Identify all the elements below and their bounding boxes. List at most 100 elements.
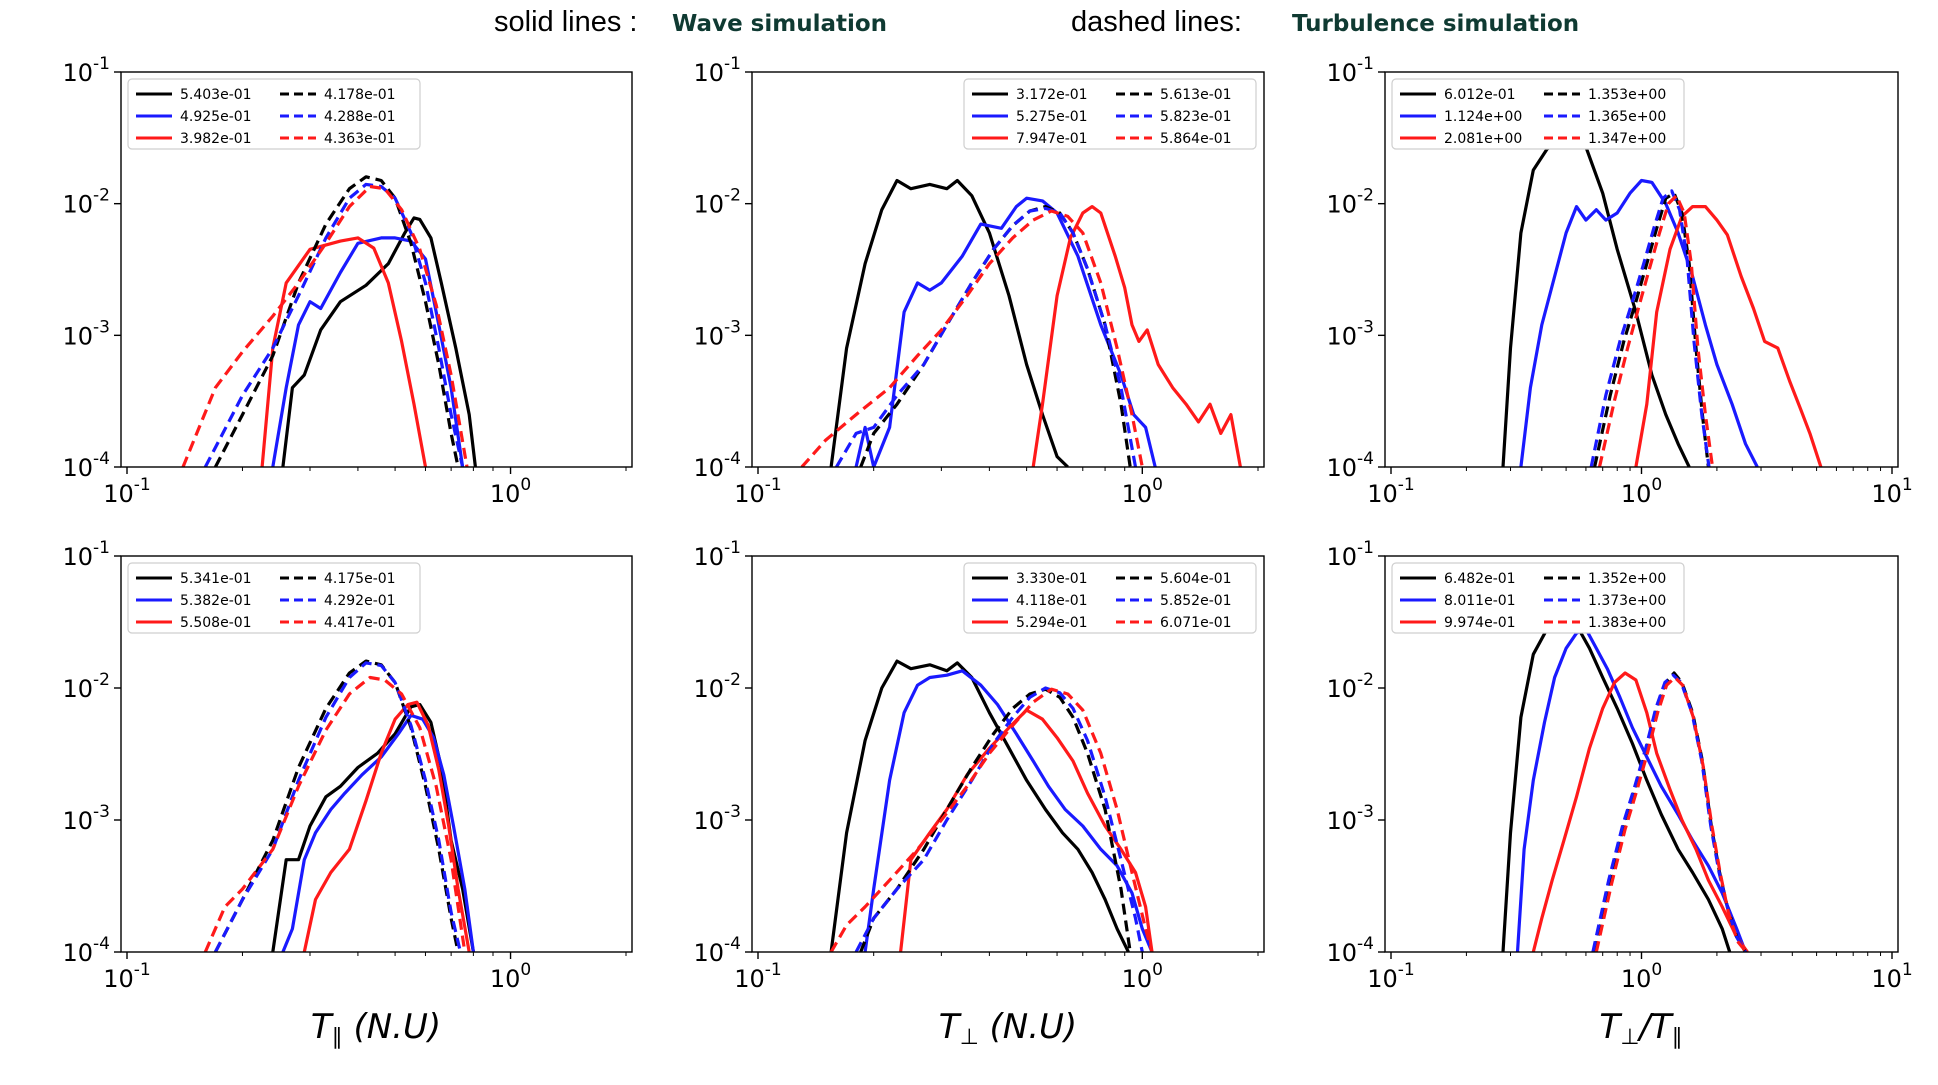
legend-box <box>963 562 1257 634</box>
black-dashed-series-line <box>213 659 460 952</box>
y-tick-label: 10-3 <box>1327 802 1375 835</box>
legend-entry: 5.613e-01 <box>1160 87 1232 103</box>
black-solid-series-line <box>1501 619 1732 952</box>
legend-entry: 3.982e-01 <box>180 131 252 147</box>
y-tick-label: 10-4 <box>63 449 111 482</box>
x-tick-label: 100 <box>490 475 531 508</box>
red-solid-series-line <box>1531 671 1749 952</box>
legend-entry: 4.292e-01 <box>324 593 396 609</box>
plot-frame <box>751 71 1265 468</box>
x-tick-label: 10-1 <box>734 475 782 508</box>
y-tick-label: 10-2 <box>63 186 111 219</box>
y-tick-label: 10-1 <box>63 538 111 571</box>
legend-entry: 1.373e+00 <box>1588 593 1666 609</box>
y-tick-label: 10-2 <box>694 670 742 703</box>
x-tick-label: 10-1 <box>1367 475 1415 508</box>
legend-entry: 7.947e-01 <box>1016 131 1088 147</box>
red-dashed-series-line <box>181 184 469 467</box>
legend-entry: 5.382e-01 <box>180 593 252 609</box>
red-solid-series-line <box>302 700 471 952</box>
series-group <box>203 659 475 952</box>
black-solid-series-line <box>281 216 477 467</box>
blue-solid-series-line <box>1519 178 1759 467</box>
legend-box <box>1391 562 1685 634</box>
legend-entry: 4.175e-01 <box>324 571 396 587</box>
legend-entry: 1.124e+00 <box>1444 109 1522 125</box>
black-solid-series-line <box>829 659 1130 952</box>
legend-entry: 5.403e-01 <box>180 87 252 103</box>
red-solid-series-line <box>1634 205 1823 467</box>
legend-entry: 4.417e-01 <box>324 615 396 631</box>
legend: 6.012e-01 1.353e+00 1.124e+00 1.365e+00 2.08… <box>1391 78 1685 150</box>
y-tick-label: 10-1 <box>694 538 742 571</box>
legend-entry: 5.275e-01 <box>1016 109 1088 125</box>
legend: 6.482e-01 1.352e+00 8.011e-01 1.373e+00 9.97… <box>1391 562 1685 634</box>
blue-dashed-series-line <box>835 206 1138 467</box>
legend-entry: 5.341e-01 <box>180 571 252 587</box>
legend-entry: 2.081e+00 <box>1444 131 1522 147</box>
legend-entry: 5.823e-01 <box>1160 109 1232 125</box>
legend-entry: 6.071e-01 <box>1160 615 1232 631</box>
y-tick-label: 10-1 <box>1327 54 1375 87</box>
y-tick-label: 10-2 <box>63 670 111 703</box>
legend-entry: 1.365e+00 <box>1588 109 1666 125</box>
red-dashed-series-line <box>800 209 1144 467</box>
blue-solid-series-line <box>271 236 465 467</box>
y-tick-label: 10-3 <box>1327 317 1375 350</box>
y-tick-label: 10-3 <box>63 317 111 350</box>
plot-frame <box>120 555 633 953</box>
legend-entry: 4.178e-01 <box>324 87 396 103</box>
legend: 3.172e-01 5.613e-01 5.275e-01 5.823e-01 7.94… <box>963 78 1257 150</box>
blue-dashed-series-line <box>203 182 465 467</box>
blue-solid-series-line <box>281 713 475 952</box>
legend-box <box>127 562 421 634</box>
legend-entry: 6.012e-01 <box>1444 87 1516 103</box>
legend-entry: 3.172e-01 <box>1016 87 1088 103</box>
legend-entry: 4.363e-01 <box>324 131 396 147</box>
x-tick-label: 10-1 <box>103 960 151 993</box>
legend-entry: 4.118e-01 <box>1016 593 1088 609</box>
x-tick-label: 100 <box>1122 960 1163 993</box>
legend: 5.341e-01 4.175e-01 5.382e-01 4.292e-01 5.50… <box>127 562 421 634</box>
y-tick-label: 10-4 <box>1327 449 1375 482</box>
x-tick-label: 10-1 <box>103 475 151 508</box>
x-tick-label: 10-1 <box>1367 960 1415 993</box>
black-solid-series-line <box>1501 132 1691 467</box>
x-tick-label: 101 <box>1871 960 1912 993</box>
red-dashed-series-line <box>829 687 1154 952</box>
legend-box <box>1391 78 1685 150</box>
x-tick-label: 100 <box>1621 475 1662 508</box>
legend-entry: 9.974e-01 <box>1444 615 1516 631</box>
wave-simulation-label: Wave simulation <box>672 11 888 37</box>
red-dashed-series-line <box>203 675 467 952</box>
x-axis-title-col1: T∥ (N.U) <box>311 1007 441 1050</box>
plot-frame <box>751 555 1265 953</box>
solid-lines-caption: solid lines : <box>494 6 638 38</box>
legend-entry: 1.353e+00 <box>1588 87 1666 103</box>
series-group <box>181 175 477 467</box>
plot-frame <box>1384 555 1899 953</box>
legend-box <box>127 78 421 150</box>
legend-entry: 4.925e-01 <box>180 109 252 125</box>
legend: 5.403e-01 4.178e-01 4.925e-01 4.288e-01 3.98… <box>127 78 421 150</box>
legend-entry: 1.352e+00 <box>1588 571 1666 587</box>
x-tick-label: 100 <box>1621 960 1662 993</box>
legend-entry: 5.864e-01 <box>1160 131 1232 147</box>
plot-frame <box>1384 71 1899 468</box>
x-axis-title-col3: T⊥/T∥ <box>1599 1007 1682 1050</box>
legend-entry: 4.288e-01 <box>324 109 396 125</box>
y-tick-label: 10-4 <box>694 449 742 482</box>
x-tick-label: 100 <box>490 960 531 993</box>
black-dashed-series-line <box>859 687 1132 952</box>
y-tick-label: 10-4 <box>1327 934 1375 967</box>
red-dashed-series-line <box>1594 675 1748 952</box>
series-group <box>800 178 1242 467</box>
legend-entry: 8.011e-01 <box>1444 593 1516 609</box>
y-tick-label: 10-1 <box>694 54 742 87</box>
y-tick-label: 10-3 <box>63 802 111 835</box>
